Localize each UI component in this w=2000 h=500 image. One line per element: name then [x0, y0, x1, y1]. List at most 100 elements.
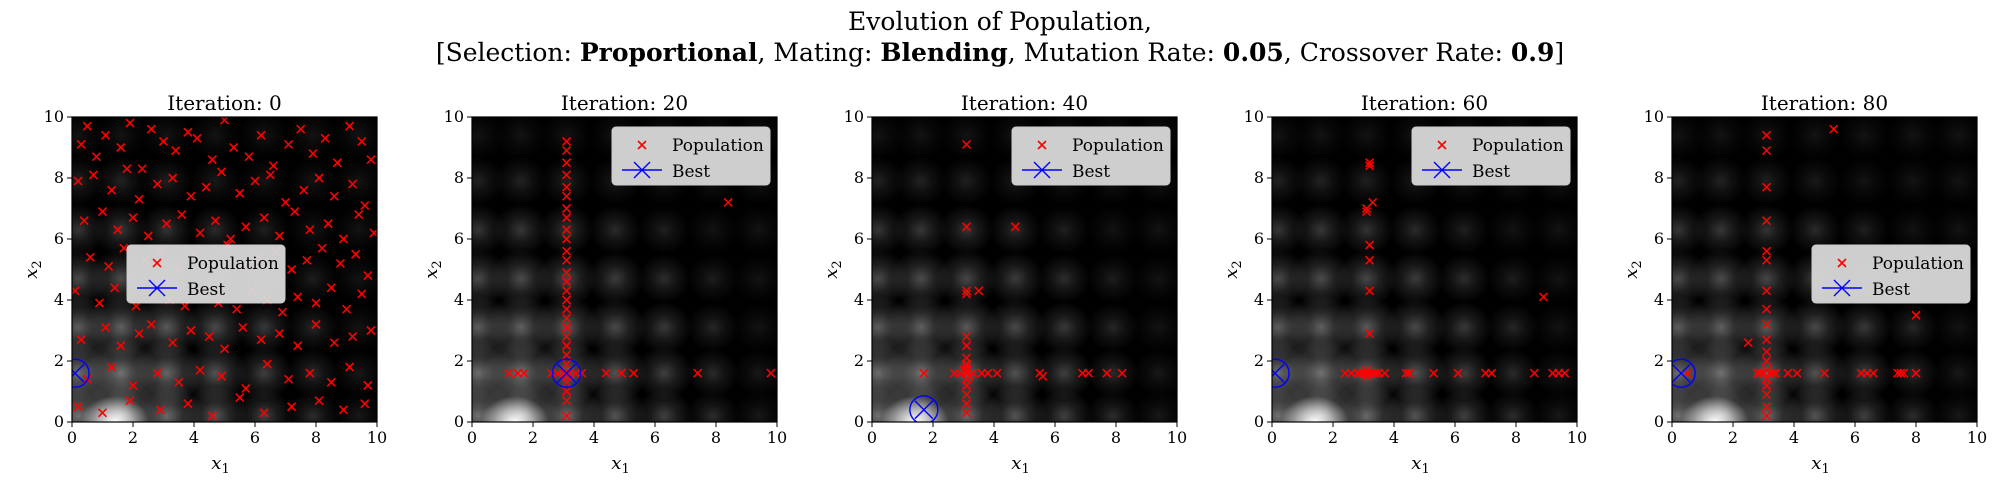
legend: Population Best	[1811, 244, 1971, 304]
population-point	[1761, 347, 1772, 357]
population-point	[961, 399, 972, 409]
population-point	[1755, 368, 1766, 378]
population-point	[601, 368, 611, 378]
population-point	[207, 411, 217, 421]
population-point	[186, 325, 196, 336]
population-point	[1743, 338, 1753, 348]
population-point	[79, 216, 89, 226]
population-point	[82, 121, 92, 131]
population-point	[1380, 368, 1390, 378]
population-point	[326, 377, 336, 387]
population-point	[195, 228, 205, 238]
population-point	[305, 225, 315, 235]
population-point	[961, 222, 972, 232]
population-point	[341, 304, 352, 314]
x-tick-label: 10	[1967, 428, 1987, 447]
legend-population-marker	[1437, 140, 1447, 150]
population-point	[332, 158, 342, 168]
figure-title-line1: Evolution of Population,	[848, 7, 1152, 36]
population-point	[351, 249, 361, 259]
population-point	[366, 325, 376, 336]
population-point	[1560, 368, 1570, 378]
legend: Population Best	[126, 244, 286, 304]
population-point	[85, 252, 95, 262]
x-tick-label: 8	[1511, 428, 1521, 447]
population-point	[561, 277, 572, 287]
x-axis-label: x1	[1011, 453, 1029, 477]
best-marker	[551, 358, 582, 388]
population-point	[302, 255, 312, 265]
population-point	[335, 258, 345, 268]
y-tick-label: 6	[454, 229, 464, 248]
population-point	[137, 164, 147, 174]
population-point	[241, 222, 251, 232]
population-point	[504, 368, 514, 378]
population-point	[204, 332, 214, 342]
population-point	[1819, 368, 1830, 378]
chart-panel-1: 0 2 4 6 8 10 0 2 4 6 8 10 Iteration: 20 x1 x2 Populatio…	[421, 91, 787, 477]
population-point	[107, 185, 117, 195]
chart-panel-0: 0 2 4 6 8 10 0 2 4 6 8 10 Iteration: 0 x1 x2 Population…	[21, 91, 387, 477]
best-point-circle	[909, 395, 939, 422]
population-markers	[504, 136, 776, 421]
population-point	[561, 136, 572, 146]
y-tick-label: 10	[44, 107, 64, 126]
population-point	[290, 206, 300, 217]
population-point	[561, 234, 572, 244]
y-tick-label: 4	[854, 290, 864, 309]
population-point	[280, 197, 291, 207]
population-point	[314, 396, 324, 406]
panel-title: Iteration: 0	[167, 91, 281, 115]
population-point	[146, 124, 156, 134]
legend-population-marker	[1837, 258, 1847, 268]
population-point	[122, 164, 132, 174]
population-point	[629, 368, 639, 378]
x-axis-label: x1	[1811, 453, 1829, 477]
population-point	[314, 173, 324, 183]
population-point	[1361, 206, 1372, 217]
x-tick-label: 0	[67, 428, 77, 447]
population-point	[232, 304, 242, 314]
population-point	[195, 365, 205, 375]
population-point	[238, 322, 248, 333]
population-point	[158, 136, 169, 146]
population-point	[561, 295, 572, 305]
panel-title: Iteration: 80	[1761, 91, 1888, 115]
population-point	[561, 304, 572, 314]
population-point	[287, 402, 297, 412]
y-tick-label: 0	[454, 412, 464, 431]
population-point	[561, 359, 572, 369]
x-tick-label: 2	[1728, 428, 1738, 447]
population-point	[961, 289, 972, 299]
axis-ticks: 0 2 4 6 8 10 0 2 4 6 8 10	[844, 107, 1188, 447]
population-point	[992, 368, 1002, 378]
population-point	[1783, 368, 1793, 378]
axes-frame	[1271, 116, 1578, 423]
population-point	[308, 149, 318, 159]
population-point	[357, 136, 367, 146]
population-point	[366, 155, 376, 165]
population-point	[293, 292, 303, 302]
y-axis-label: x2	[21, 260, 45, 278]
legend-population-label: Population	[187, 254, 279, 274]
population-point	[277, 307, 288, 317]
y-axis-label: x2	[421, 260, 445, 278]
legend-population-label: Population	[1472, 136, 1564, 156]
population-point	[311, 319, 321, 329]
population-point	[210, 216, 220, 226]
y-tick-label: 6	[854, 229, 864, 248]
population-point	[320, 133, 330, 143]
population-point	[305, 368, 315, 378]
x-tick-label: 0	[1667, 428, 1677, 447]
y-axis-label: x2	[821, 260, 845, 278]
y-tick-label: 4	[1654, 290, 1664, 309]
population-point	[1761, 286, 1772, 296]
population-point	[216, 371, 227, 381]
population-point	[168, 173, 178, 183]
population-point	[110, 283, 120, 293]
population-point	[561, 322, 572, 333]
population-point	[168, 338, 178, 348]
legend-best-marker	[1422, 161, 1462, 179]
population-point	[183, 399, 193, 409]
population-point	[107, 362, 117, 372]
